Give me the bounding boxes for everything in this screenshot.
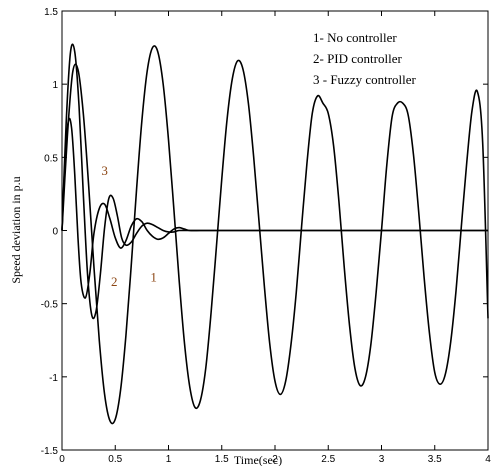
x-tick-label: 1.5 [215,454,229,465]
x-tick-label: 2 [272,454,278,465]
y-axis-label: Speed deviation in p.u [9,176,23,283]
x-axis-label: Time(sec) [234,453,282,466]
x-tick-label: 3 [379,454,385,465]
y-tick-label: 0 [52,227,58,238]
curve-annotations: 3 2 1 [101,163,156,289]
series-line-3-fuzzy-controller [61,117,488,299]
y-tick-label: 0.5 [44,153,58,164]
y-tick-label: 1.5 [44,7,58,18]
y-tick-label: -0.5 [41,300,59,311]
annotation-label-1: 1 [150,270,157,285]
legend-entry-1: 1- No controller [313,30,397,45]
y-tick-label: 1 [52,80,58,91]
x-tick-label: 4 [485,454,491,465]
series-line-1-no-controller [61,45,489,425]
series-layer [61,43,489,425]
annotation-label-3: 3 [101,163,108,178]
x-tick-label: 3.5 [428,454,442,465]
y-tick-label: -1 [49,373,58,384]
legend-entry-3: 3 - Fuzzy controller [313,72,417,87]
x-tick-label: 0.5 [108,454,122,465]
x-tick-label: 1 [166,454,172,465]
legend: 1- No controller 2- PID controller 3 - F… [313,30,417,87]
legend-entry-2: 2- PID controller [313,51,402,66]
x-tick-label: 2.5 [321,454,335,465]
annotation-label-2: 2 [111,274,118,289]
axis-ticks: 0 0.5 1 1.5 2 2.5 3 3.5 4 1.5 1 0.5 0 -0.5 -1 -1.5 [41,7,491,465]
x-tick-label: 0 [59,454,65,465]
y-tick-label: -1.5 [41,446,59,457]
